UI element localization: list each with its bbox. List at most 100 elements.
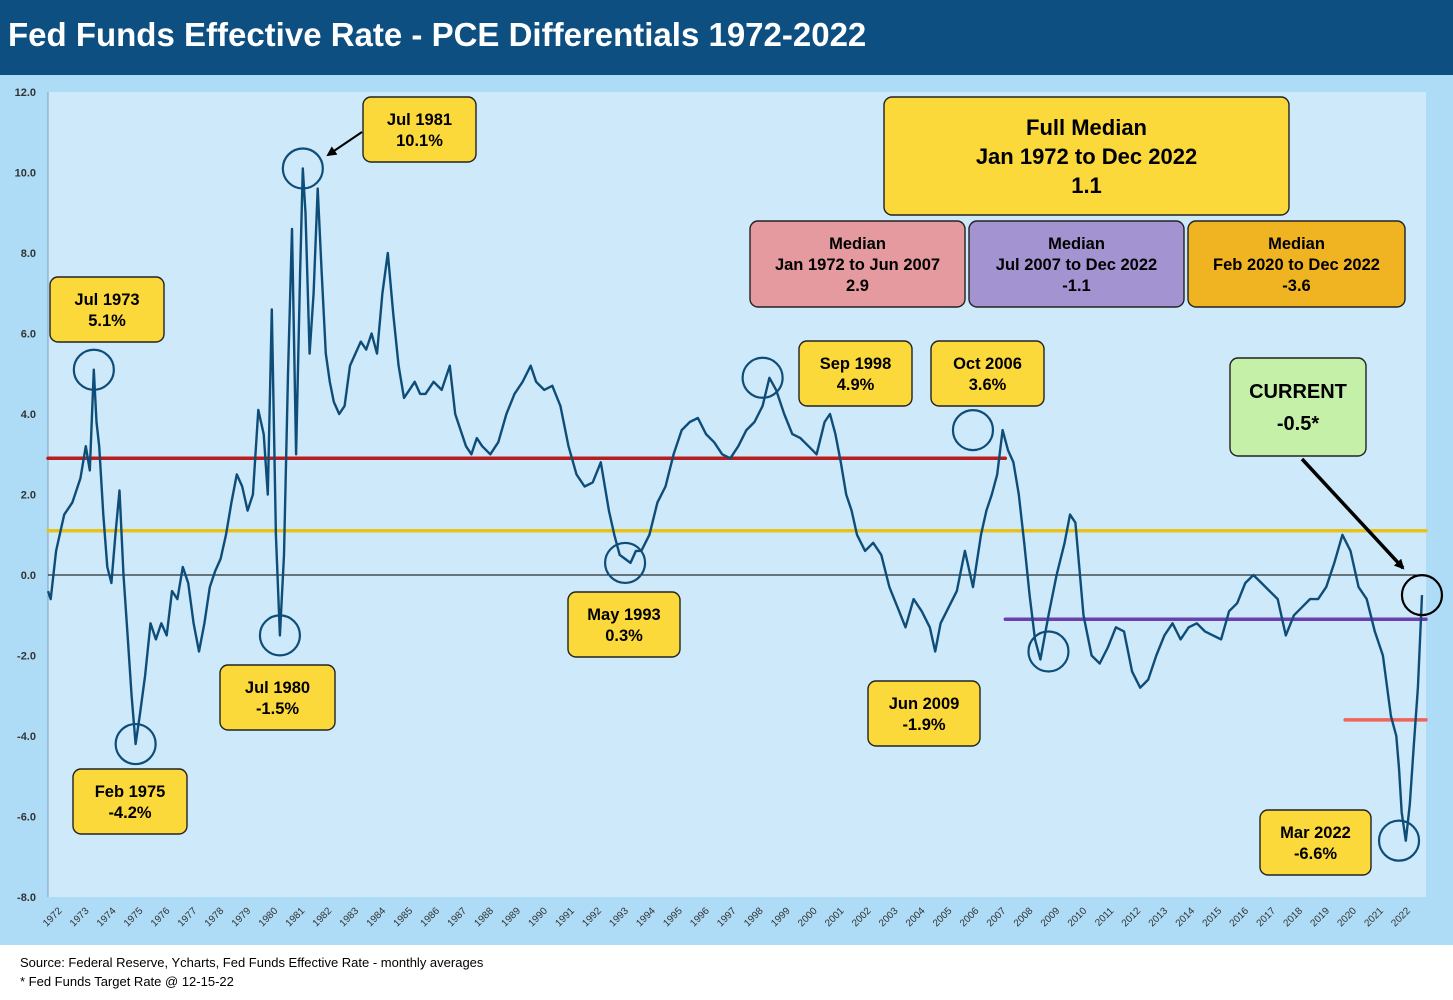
- sep1998-annotation-text: Sep 1998: [820, 355, 892, 373]
- median-2020-2022-annotation-text: Median: [1268, 235, 1325, 253]
- jul1980-annotation-text: -1.5%: [256, 700, 299, 718]
- jul1973-annotation-box: [49, 276, 165, 343]
- x-tick-label: 2004: [904, 905, 928, 929]
- jul1973-annotation-text: 5.1%: [88, 312, 126, 330]
- x-tick-label: 1986: [419, 905, 443, 929]
- x-tick-label: 1980: [257, 905, 281, 929]
- median-1972-2007-annotation: Median Jan 1972 to Jun 2007 2.9: [749, 220, 966, 308]
- may1993-annotation-box: [567, 591, 681, 658]
- mar2022-annotation-text: -6.6%: [1294, 845, 1337, 863]
- highlight-circle: [1027, 630, 1070, 673]
- x-tick-label: 2009: [1039, 905, 1063, 929]
- x-tick-label: 2013: [1147, 905, 1171, 929]
- y-tick-label: 2.0: [21, 490, 36, 502]
- x-tick-label: 2018: [1282, 905, 1306, 929]
- chart-frame: 12.0 10.0 8.0 6.0 4.0 2.0 0.0 -2.0 -4.0 -6.0 -8.0 1…: [0, 75, 1453, 945]
- x-tick-label: 1974: [95, 905, 119, 929]
- x-tick-label: 2001: [823, 905, 847, 929]
- x-tick-label: 1977: [176, 905, 200, 929]
- highlight-circle: [1377, 819, 1421, 862]
- y-tick-label: -4.0: [17, 731, 36, 743]
- jun2009-annotation: Jun 2009 -1.9%: [867, 680, 981, 747]
- x-tick-label: 1997: [715, 905, 739, 929]
- feb1975-annotation-box: [72, 768, 188, 835]
- y-tick-label: 6.0: [21, 329, 36, 341]
- current-annotation-text: -0.5*: [1277, 413, 1319, 435]
- jun2009-annotation-text: -1.9%: [902, 716, 945, 734]
- x-tick-label: 2010: [1066, 905, 1090, 929]
- x-tick-label: 1999: [769, 905, 793, 929]
- median-2020-2022-annotation-text: Feb 2020 to Dec 2022: [1213, 256, 1380, 274]
- median-2020-2022-annotation: Median Feb 2020 to Dec 2022 -3.6: [1187, 220, 1406, 308]
- x-tick-label: 2006: [958, 905, 982, 929]
- x-tick-label: 2007: [985, 905, 1009, 929]
- source-note: Source: Federal Reserve, Ycharts, Fed Fu…: [20, 953, 483, 991]
- jun2009-annotation-text: Jun 2009: [889, 695, 960, 713]
- jul1980-annotation-box: [219, 664, 336, 731]
- x-tick-label: 2021: [1362, 905, 1386, 929]
- x-tick-label: 1985: [392, 905, 416, 929]
- highlight-circle: [951, 409, 995, 452]
- x-tick-label: 2022: [1389, 905, 1413, 929]
- x-tick-label: 1992: [580, 905, 604, 929]
- jul1980-annotation-text: Jul 1980: [245, 679, 310, 697]
- x-tick-label: 1991: [553, 905, 577, 929]
- feb1975-annotation-text: -4.2%: [108, 804, 151, 822]
- oct2006-annotation: Oct 2006 3.6%: [930, 340, 1045, 407]
- highlight-circle: [281, 147, 324, 190]
- x-tick-label: 1984: [365, 905, 389, 929]
- x-tick-label: 2019: [1309, 905, 1333, 929]
- y-tick-label: 0.0: [21, 570, 36, 582]
- x-tick-label: 1990: [526, 905, 550, 929]
- jul1980-annotation: Jul 1980 -1.5%: [219, 664, 336, 731]
- highlight-circle: [1400, 574, 1444, 617]
- x-tick-label: 2020: [1335, 905, 1359, 929]
- x-tick-label: 2017: [1255, 905, 1279, 929]
- oct2006-annotation-box: [930, 340, 1045, 407]
- median-1972-2007-annotation-text: Median: [829, 235, 886, 253]
- x-tick-label: 2008: [1012, 905, 1036, 929]
- x-tick-label: 2015: [1201, 905, 1225, 929]
- x-tick-label: 2016: [1228, 905, 1252, 929]
- y-tick-label: 4.0: [21, 409, 36, 421]
- x-tick-label: 2005: [931, 905, 955, 929]
- x-tick-label: 1994: [634, 905, 658, 929]
- full-median-annotation-box: [883, 96, 1290, 216]
- full-median-annotation-text: Full Median: [1026, 115, 1147, 140]
- x-tick-label: 2012: [1120, 905, 1144, 929]
- y-tick-label: -6.0: [17, 812, 36, 824]
- may1993-annotation-text: 0.3%: [605, 627, 643, 645]
- highlight-circle: [603, 541, 647, 585]
- x-tick-label: 1981: [284, 905, 308, 929]
- x-tick-label: 1993: [607, 905, 631, 929]
- x-tick-label: 2011: [1093, 905, 1116, 928]
- x-tick-label: 2014: [1174, 905, 1198, 929]
- sep1998-annotation: Sep 1998 4.9%: [798, 340, 913, 407]
- source-line: Source: Federal Reserve, Ycharts, Fed Fu…: [20, 955, 484, 970]
- full-median-annotation-text: 1.1: [1071, 173, 1102, 198]
- median-2020-2022-annotation-box: [1187, 220, 1406, 308]
- current-arrow: [1300, 457, 1405, 570]
- mar2022-annotation-box: [1259, 809, 1372, 876]
- jul1981-annotation-box: [362, 96, 477, 163]
- x-tick-label: 2003: [877, 905, 901, 929]
- x-tick-label: 1998: [742, 905, 766, 929]
- median-2007-2022-annotation-box: [968, 220, 1185, 308]
- x-tick-label: 2000: [796, 905, 820, 929]
- median-2007-2022-annotation-text: Median: [1048, 235, 1105, 253]
- current-annotation-text: CURRENT: [1249, 381, 1347, 403]
- x-tick-label: 1972: [41, 905, 65, 929]
- chart-header: Fed Funds Effective Rate - PCE Different…: [0, 0, 1453, 75]
- chart-svg: 12.0 10.0 8.0 6.0 4.0 2.0 0.0 -2.0 -4.0 -6.0 -8.0 1…: [15, 87, 1444, 929]
- full-median-annotation-text: Jan 1972 to Dec 2022: [976, 144, 1197, 169]
- x-tick-label: 2002: [850, 905, 874, 929]
- y-tick-label: -8.0: [17, 892, 36, 904]
- mar2022-annotation: Mar 2022 -6.6%: [1259, 809, 1372, 876]
- x-tick-label: 1973: [68, 905, 92, 929]
- jun2009-annotation-box: [867, 680, 981, 747]
- full-median-annotation: Full Median Jan 1972 to Dec 2022 1.1: [883, 96, 1290, 216]
- highlight-circle: [114, 722, 157, 766]
- x-tick-label: 1989: [499, 905, 523, 929]
- y-tick-label: 10.0: [15, 168, 36, 180]
- x-tick-label: 1982: [311, 905, 335, 929]
